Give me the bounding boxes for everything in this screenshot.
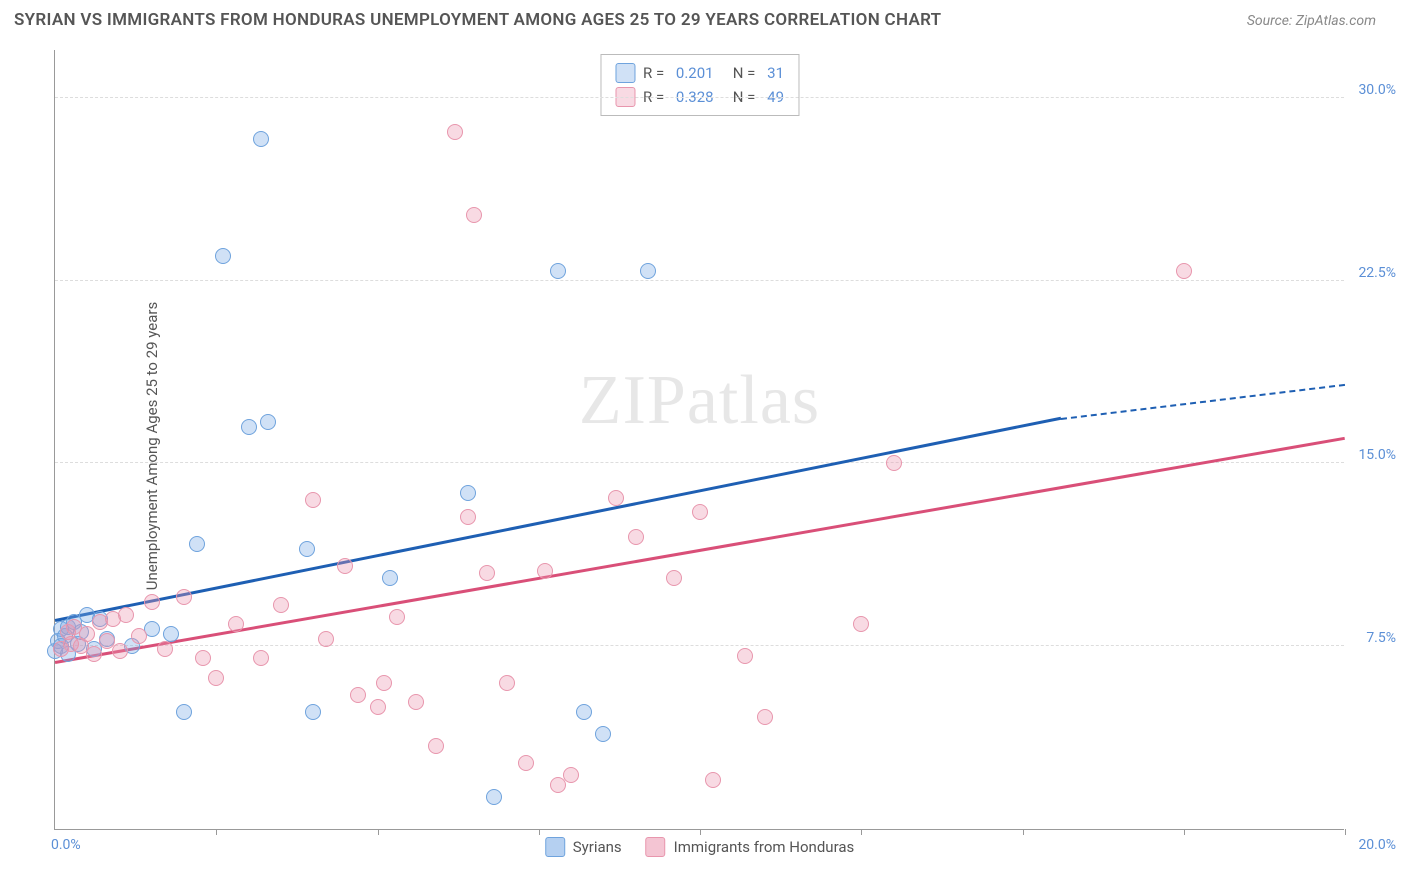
scatter-point <box>241 419 257 435</box>
scatter-point <box>692 504 708 520</box>
x-tick <box>216 829 217 835</box>
scatter-point <box>479 565 495 581</box>
stats-row-syrians: R = 0.201 N = 31 <box>615 61 784 85</box>
scatter-point <box>112 643 128 659</box>
gridline <box>55 645 1344 646</box>
scatter-point <box>666 570 682 586</box>
legend-label: Immigrants from Honduras <box>674 838 855 856</box>
scatter-point <box>195 650 211 666</box>
scatter-point <box>376 675 392 691</box>
scatter-point <box>389 609 405 625</box>
x-axis-max-label: 20.0% <box>1358 837 1396 853</box>
legend-item-honduras: Immigrants from Honduras <box>646 837 855 857</box>
title-bar: SYRIAN VS IMMIGRANTS FROM HONDURAS UNEMP… <box>0 0 1406 36</box>
scatter-point <box>228 616 244 632</box>
y-tick-label: 22.5% <box>1358 265 1396 281</box>
scatter-point <box>208 670 224 686</box>
scatter-point <box>299 541 315 557</box>
watermark: ZIPatlas <box>579 361 820 441</box>
scatter-point <box>576 704 592 720</box>
scatter-point <box>460 485 476 501</box>
x-tick <box>1345 829 1346 835</box>
r-value-syrians: 0.201 <box>676 61 714 85</box>
scatter-point <box>886 455 902 471</box>
n-label: N = <box>722 61 760 85</box>
scatter-point <box>157 641 173 657</box>
trend-line <box>55 437 1345 664</box>
scatter-point <box>350 687 366 703</box>
scatter-point <box>595 726 611 742</box>
legend-item-syrians: Syrians <box>545 837 622 857</box>
scatter-point <box>628 529 644 545</box>
trend-line-extrapolated <box>1061 383 1345 419</box>
chart-title: SYRIAN VS IMMIGRANTS FROM HONDURAS UNEMP… <box>14 10 941 30</box>
scatter-point <box>499 675 515 691</box>
scatter-point <box>253 650 269 666</box>
r-label: R = <box>643 61 668 85</box>
scatter-point <box>86 646 102 662</box>
scatter-point <box>260 414 276 430</box>
scatter-point <box>382 570 398 586</box>
x-tick <box>700 829 701 835</box>
gridline <box>55 97 1344 98</box>
gridline <box>55 462 1344 463</box>
x-tick <box>378 829 379 835</box>
scatter-point <box>466 207 482 223</box>
scatter-point <box>608 490 624 506</box>
scatter-plot-area: ZIPatlas 0.0% 20.0% R = 0.201 N = 31 R =… <box>54 50 1344 830</box>
scatter-point <box>486 789 502 805</box>
x-tick <box>1184 829 1185 835</box>
scatter-point <box>563 767 579 783</box>
x-tick <box>1023 829 1024 835</box>
gridline <box>55 280 1344 281</box>
y-tick-label: 7.5% <box>1366 630 1396 646</box>
y-tick-label: 15.0% <box>1358 447 1396 463</box>
trend-line <box>55 417 1062 622</box>
scatter-point <box>131 628 147 644</box>
scatter-point <box>550 263 566 279</box>
scatter-point <box>757 709 773 725</box>
scatter-point <box>537 563 553 579</box>
source-attribution: Source: ZipAtlas.com <box>1247 13 1376 29</box>
x-axis-origin-label: 0.0% <box>51 837 81 853</box>
scatter-point <box>370 699 386 715</box>
scatter-point <box>337 558 353 574</box>
correlation-stats-box: R = 0.201 N = 31 R = 0.328 N = 49 <box>600 54 799 116</box>
scatter-point <box>253 131 269 147</box>
scatter-point <box>518 755 534 771</box>
scatter-point <box>428 738 444 754</box>
legend: Syrians Immigrants from Honduras <box>545 837 855 857</box>
scatter-point <box>215 248 231 264</box>
scatter-point <box>1176 263 1192 279</box>
scatter-point <box>305 704 321 720</box>
y-tick-label: 30.0% <box>1358 82 1396 98</box>
scatter-point <box>144 594 160 610</box>
n-value-syrians: 31 <box>767 61 784 85</box>
x-tick <box>861 829 862 835</box>
scatter-point <box>853 616 869 632</box>
legend-label: Syrians <box>573 838 622 856</box>
scatter-point <box>305 492 321 508</box>
scatter-point <box>118 607 134 623</box>
scatter-point <box>318 631 334 647</box>
scatter-point <box>737 648 753 664</box>
scatter-point <box>640 263 656 279</box>
scatter-point <box>408 694 424 710</box>
scatter-point <box>189 536 205 552</box>
swatch-syrians <box>615 63 635 83</box>
legend-swatch-syrians <box>545 837 565 857</box>
scatter-point <box>447 124 463 140</box>
scatter-point <box>176 704 192 720</box>
scatter-point <box>79 626 95 642</box>
x-tick <box>539 829 540 835</box>
scatter-point <box>163 626 179 642</box>
scatter-point <box>273 597 289 613</box>
scatter-point <box>705 772 721 788</box>
scatter-point <box>176 589 192 605</box>
legend-swatch-honduras <box>646 837 666 857</box>
scatter-point <box>460 509 476 525</box>
